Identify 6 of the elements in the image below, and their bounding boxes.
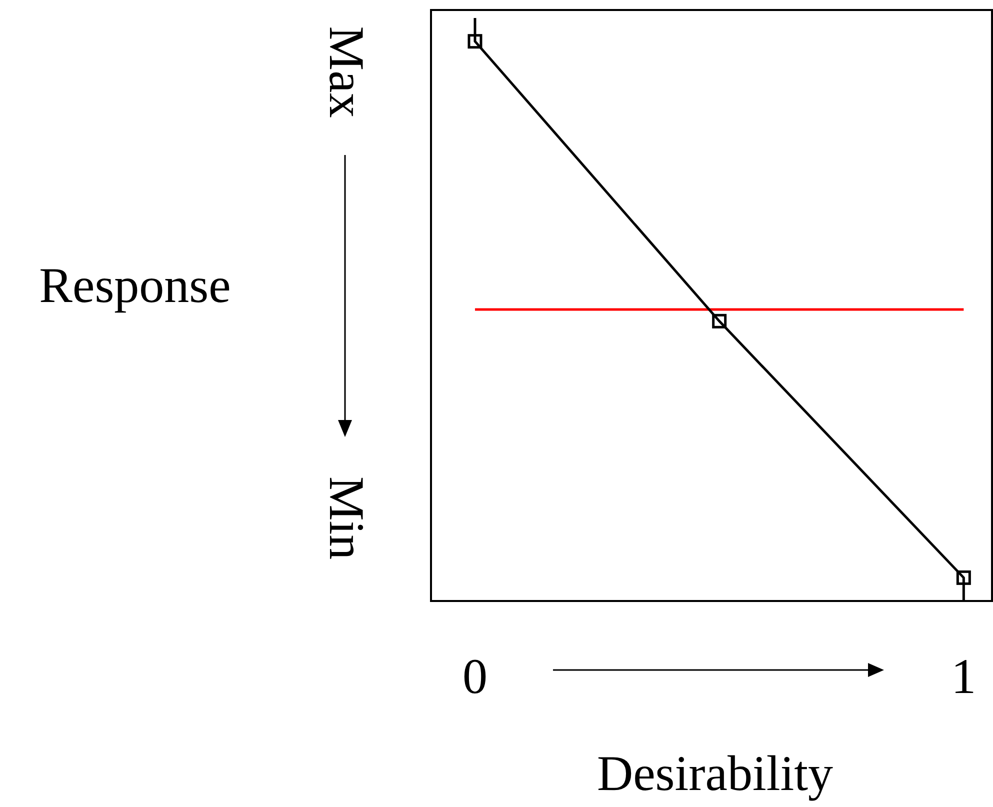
y-axis-title: Response (39, 257, 231, 313)
x-tick-label: 1 (951, 648, 976, 704)
x-axis-title: Desirability (596, 745, 834, 801)
x-tick-label: 0 (462, 648, 488, 704)
text: Min (319, 476, 375, 560)
text: Max (319, 26, 375, 118)
